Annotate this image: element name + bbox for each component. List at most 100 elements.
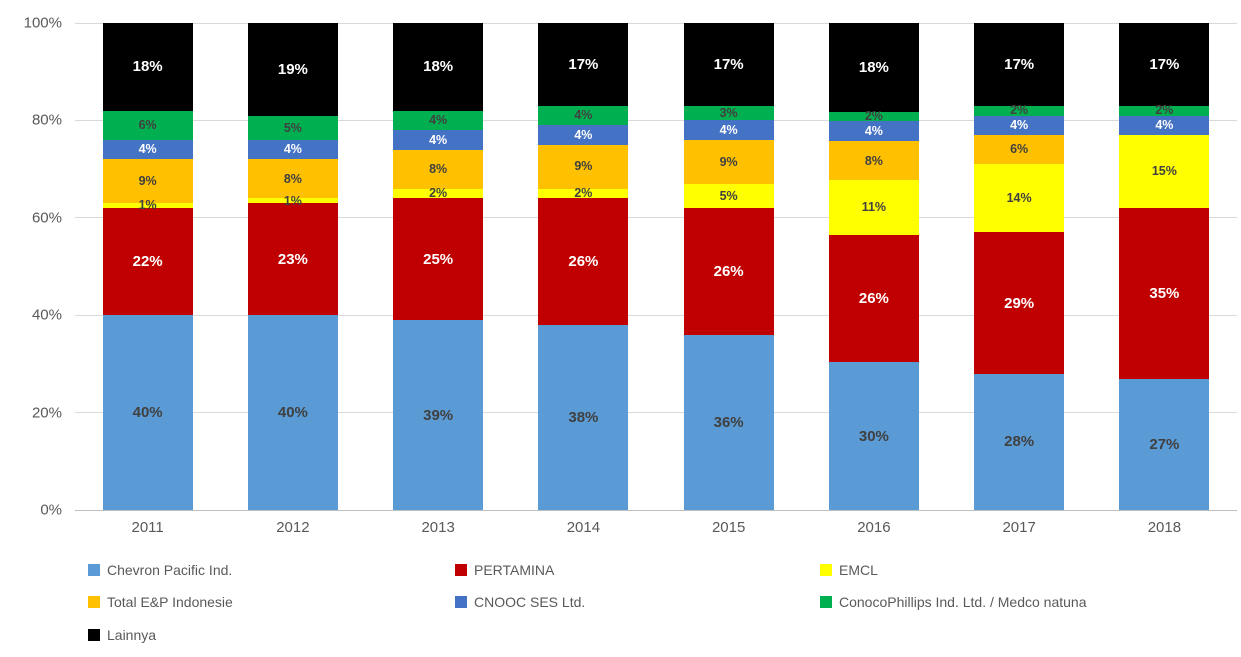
bar-segment: 30% <box>828 362 919 510</box>
legend-label: Lainnya <box>107 627 157 643</box>
bar-value-label: 15% <box>1151 164 1177 179</box>
bar-2018: 27% 35% 15% 4% 2% 17% <box>1119 23 1210 510</box>
bar-value-label: 4% <box>429 113 448 128</box>
bar-value-label: 18% <box>858 58 889 76</box>
bar-segment: 9% <box>683 139 774 184</box>
bar-value-label: 4% <box>1010 118 1029 133</box>
legend-swatch-icon <box>88 564 100 576</box>
bar-segment: 39% <box>393 320 484 510</box>
bar-value-label: 4% <box>574 108 593 123</box>
legend-item: Total E&P Indonesie <box>88 594 233 610</box>
bar-slot-2012: 40% 23% 1% 8% 4% 5% 19% <box>220 23 365 510</box>
bar-2016: 30% 26% 11% 8% 4% 2% 18% <box>828 23 919 510</box>
bar-value-label: 2% <box>864 109 883 124</box>
bar-segment: 5% <box>683 183 774 209</box>
bar-value-label: 39% <box>423 406 454 424</box>
bar-value-label: 5% <box>283 120 302 135</box>
bar-value-label: 3% <box>719 105 738 120</box>
legend-item: CNOOC SES Ltd. <box>455 594 585 610</box>
legend-item: ConocoPhillips Ind. Ltd. / Medco natuna <box>820 594 1087 610</box>
legend-item: Lainnya <box>88 627 156 643</box>
legend-swatch-icon <box>455 596 467 608</box>
bar-segment: 17% <box>1119 23 1210 106</box>
bar-value-label: 40% <box>132 404 163 422</box>
bar-segment: 18% <box>828 23 919 112</box>
x-tick-label: 2017 <box>1002 519 1036 536</box>
bar-segment: 4% <box>538 125 629 145</box>
gridline <box>75 22 1237 24</box>
bar-segment: 4% <box>102 139 193 160</box>
legend-item: Chevron Pacific Ind. <box>88 562 232 578</box>
bar-value-label: 9% <box>719 154 738 169</box>
bar-segment: 23% <box>247 203 338 316</box>
x-tick-label: 2011 <box>131 519 164 536</box>
legend-swatch-icon <box>820 564 832 576</box>
bar-value-label: 4% <box>574 127 593 142</box>
gridline <box>75 509 1237 511</box>
bar-value-label: 8% <box>283 171 302 186</box>
legend-label: EMCL <box>839 562 878 578</box>
bar-2015: 36% 26% 5% 9% 4% 3% 17% <box>683 23 774 510</box>
bar-segment: 26% <box>538 198 629 325</box>
bar-value-label: 8% <box>429 161 448 176</box>
bar-value-label: 6% <box>138 118 157 133</box>
bar-segment: 36% <box>683 334 774 510</box>
bar-value-label: 4% <box>1155 118 1174 133</box>
bar-value-label: 38% <box>568 408 599 426</box>
bar-segment: 9% <box>538 144 629 189</box>
x-tick-label: 2018 <box>1147 519 1182 536</box>
bar-segment: 2% <box>828 109 919 124</box>
bar-segment: 14% <box>974 164 1065 233</box>
bar-segment: 4% <box>247 139 338 160</box>
bar-2013: 39% 25% 2% 8% 4% 4% 18% <box>393 23 484 510</box>
bar-segment: 18% <box>102 23 193 111</box>
bar-segment: 26% <box>828 234 919 363</box>
bars-container: 40% 22% 1% 9% 4% 6% 18% 40% 23% 1% 8% 4% 5% 19% 39% 25%… <box>75 23 1237 510</box>
bar-slot-2016: 30% 26% 11% 8% 4% 2% 18% <box>801 23 946 510</box>
bar-segment: 1% <box>102 199 193 211</box>
gridline <box>75 217 1237 219</box>
bar-segment: 8% <box>828 141 919 181</box>
legend-label: Chevron Pacific Ind. <box>107 562 233 578</box>
x-tick-label: 2013 <box>421 519 455 536</box>
legend-label: PERTAMINA <box>474 562 555 578</box>
bar-value-label: 2% <box>429 186 448 201</box>
bar-value-label: 25% <box>423 250 454 268</box>
bar-segment: 2% <box>393 186 484 201</box>
bar-segment: 2% <box>974 104 1065 116</box>
bar-value-label: 8% <box>864 153 883 168</box>
gridline <box>75 412 1237 414</box>
bar-segment: 8% <box>247 159 338 199</box>
bar-segment: 38% <box>538 324 629 510</box>
bar-segment: 6% <box>974 135 1065 165</box>
bar-segment: 27% <box>1119 378 1210 510</box>
bar-segment: 4% <box>828 121 919 142</box>
y-tick-label: 80% <box>31 111 62 129</box>
y-tick-label: 100% <box>23 14 62 32</box>
plot-area: 40% 22% 1% 9% 4% 6% 18% 40% 23% 1% 8% 4% 5% 19% 39% 25%… <box>75 22 1237 511</box>
bar-value-label: 28% <box>1004 433 1035 451</box>
bar-segment: 35% <box>1119 208 1210 379</box>
bar-value-label: 4% <box>138 142 157 157</box>
bar-2011: 40% 22% 1% 9% 4% 6% 18% <box>102 23 193 510</box>
bar-segment: 6% <box>102 110 193 140</box>
y-axis: 0% 20% 40% 60% 80% 100% <box>0 16 62 518</box>
legend-label: ConocoPhillips Ind. Ltd. / Medco natuna <box>839 594 1087 610</box>
bar-segment: 4% <box>393 130 484 150</box>
bar-2017: 28% 29% 14% 6% 4% 2% 17% <box>974 23 1065 510</box>
bar-value-label: 9% <box>574 159 593 174</box>
bar-segment: 29% <box>974 232 1065 374</box>
bar-value-label: 26% <box>858 289 889 307</box>
bar-segment: 40% <box>102 315 193 510</box>
bar-segment: 15% <box>1119 135 1210 209</box>
x-tick-label: 2012 <box>276 519 310 536</box>
gridline <box>75 314 1237 316</box>
bar-value-label: 29% <box>1004 294 1035 312</box>
bar-value-label: 11% <box>861 200 887 215</box>
y-tick-label: 0% <box>40 501 62 519</box>
bar-segment: 4% <box>538 105 629 126</box>
bar-slot-2011: 40% 22% 1% 9% 4% 6% 18% <box>75 23 220 510</box>
bar-segment: 19% <box>247 23 338 116</box>
